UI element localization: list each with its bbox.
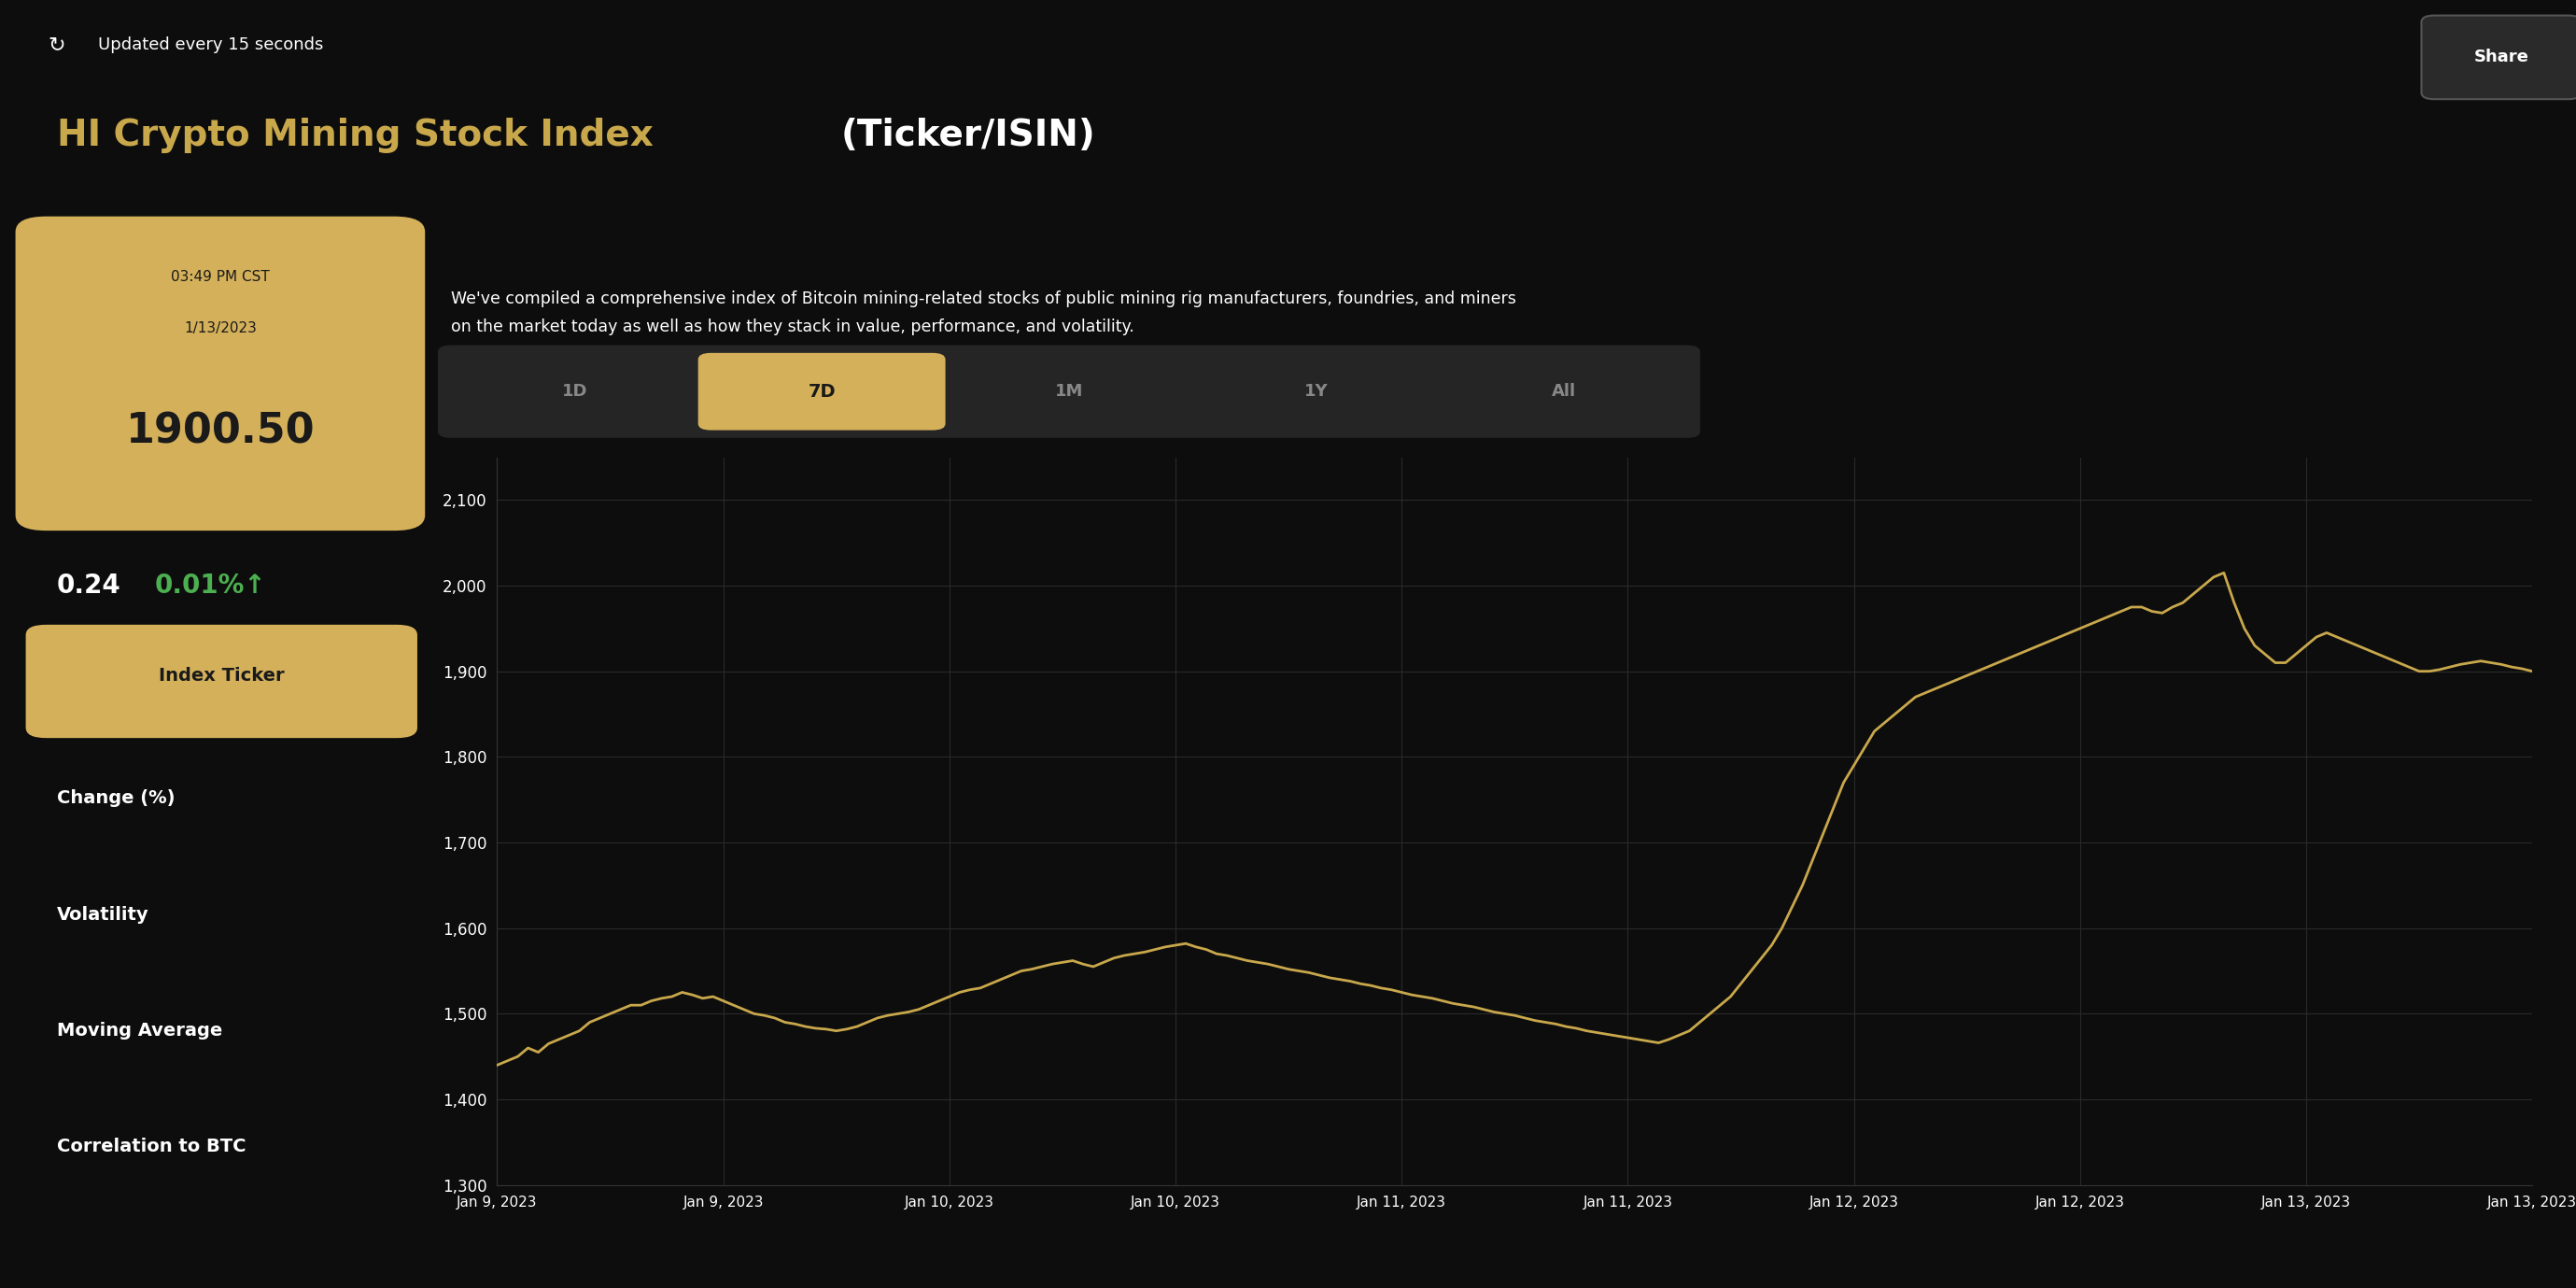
FancyBboxPatch shape <box>15 216 425 531</box>
FancyBboxPatch shape <box>26 625 417 738</box>
Text: Index Ticker: Index Ticker <box>160 667 283 685</box>
Text: We've compiled a comprehensive index of Bitcoin mining-related stocks of public : We've compiled a comprehensive index of … <box>451 291 1517 335</box>
Text: 03:49 PM CST: 03:49 PM CST <box>170 270 270 283</box>
Text: 0.24: 0.24 <box>57 573 121 599</box>
Text: 1900.50: 1900.50 <box>126 411 314 452</box>
Text: 1D: 1D <box>562 383 587 401</box>
Text: (Ticker/ISIN): (Ticker/ISIN) <box>840 117 1095 153</box>
Text: 1/13/2023: 1/13/2023 <box>183 322 258 335</box>
Text: 1Y: 1Y <box>1303 383 1329 401</box>
FancyBboxPatch shape <box>2421 15 2576 99</box>
Text: 7D: 7D <box>809 383 835 401</box>
Text: 0.01%↑: 0.01%↑ <box>155 573 265 599</box>
Text: 1M: 1M <box>1054 383 1084 401</box>
FancyBboxPatch shape <box>698 353 945 430</box>
Text: Moving Average: Moving Average <box>57 1021 222 1039</box>
Text: HI Crypto Mining Stock Index: HI Crypto Mining Stock Index <box>57 117 665 153</box>
Text: Updated every 15 seconds: Updated every 15 seconds <box>98 36 322 54</box>
Text: Correlation to BTC: Correlation to BTC <box>57 1137 245 1155</box>
Text: All: All <box>1551 383 1577 401</box>
Text: Share: Share <box>2473 49 2530 66</box>
Text: ↻: ↻ <box>49 36 64 54</box>
Text: Change (%): Change (%) <box>57 790 175 808</box>
Text: Volatility: Volatility <box>57 905 149 923</box>
FancyBboxPatch shape <box>438 345 1700 438</box>
